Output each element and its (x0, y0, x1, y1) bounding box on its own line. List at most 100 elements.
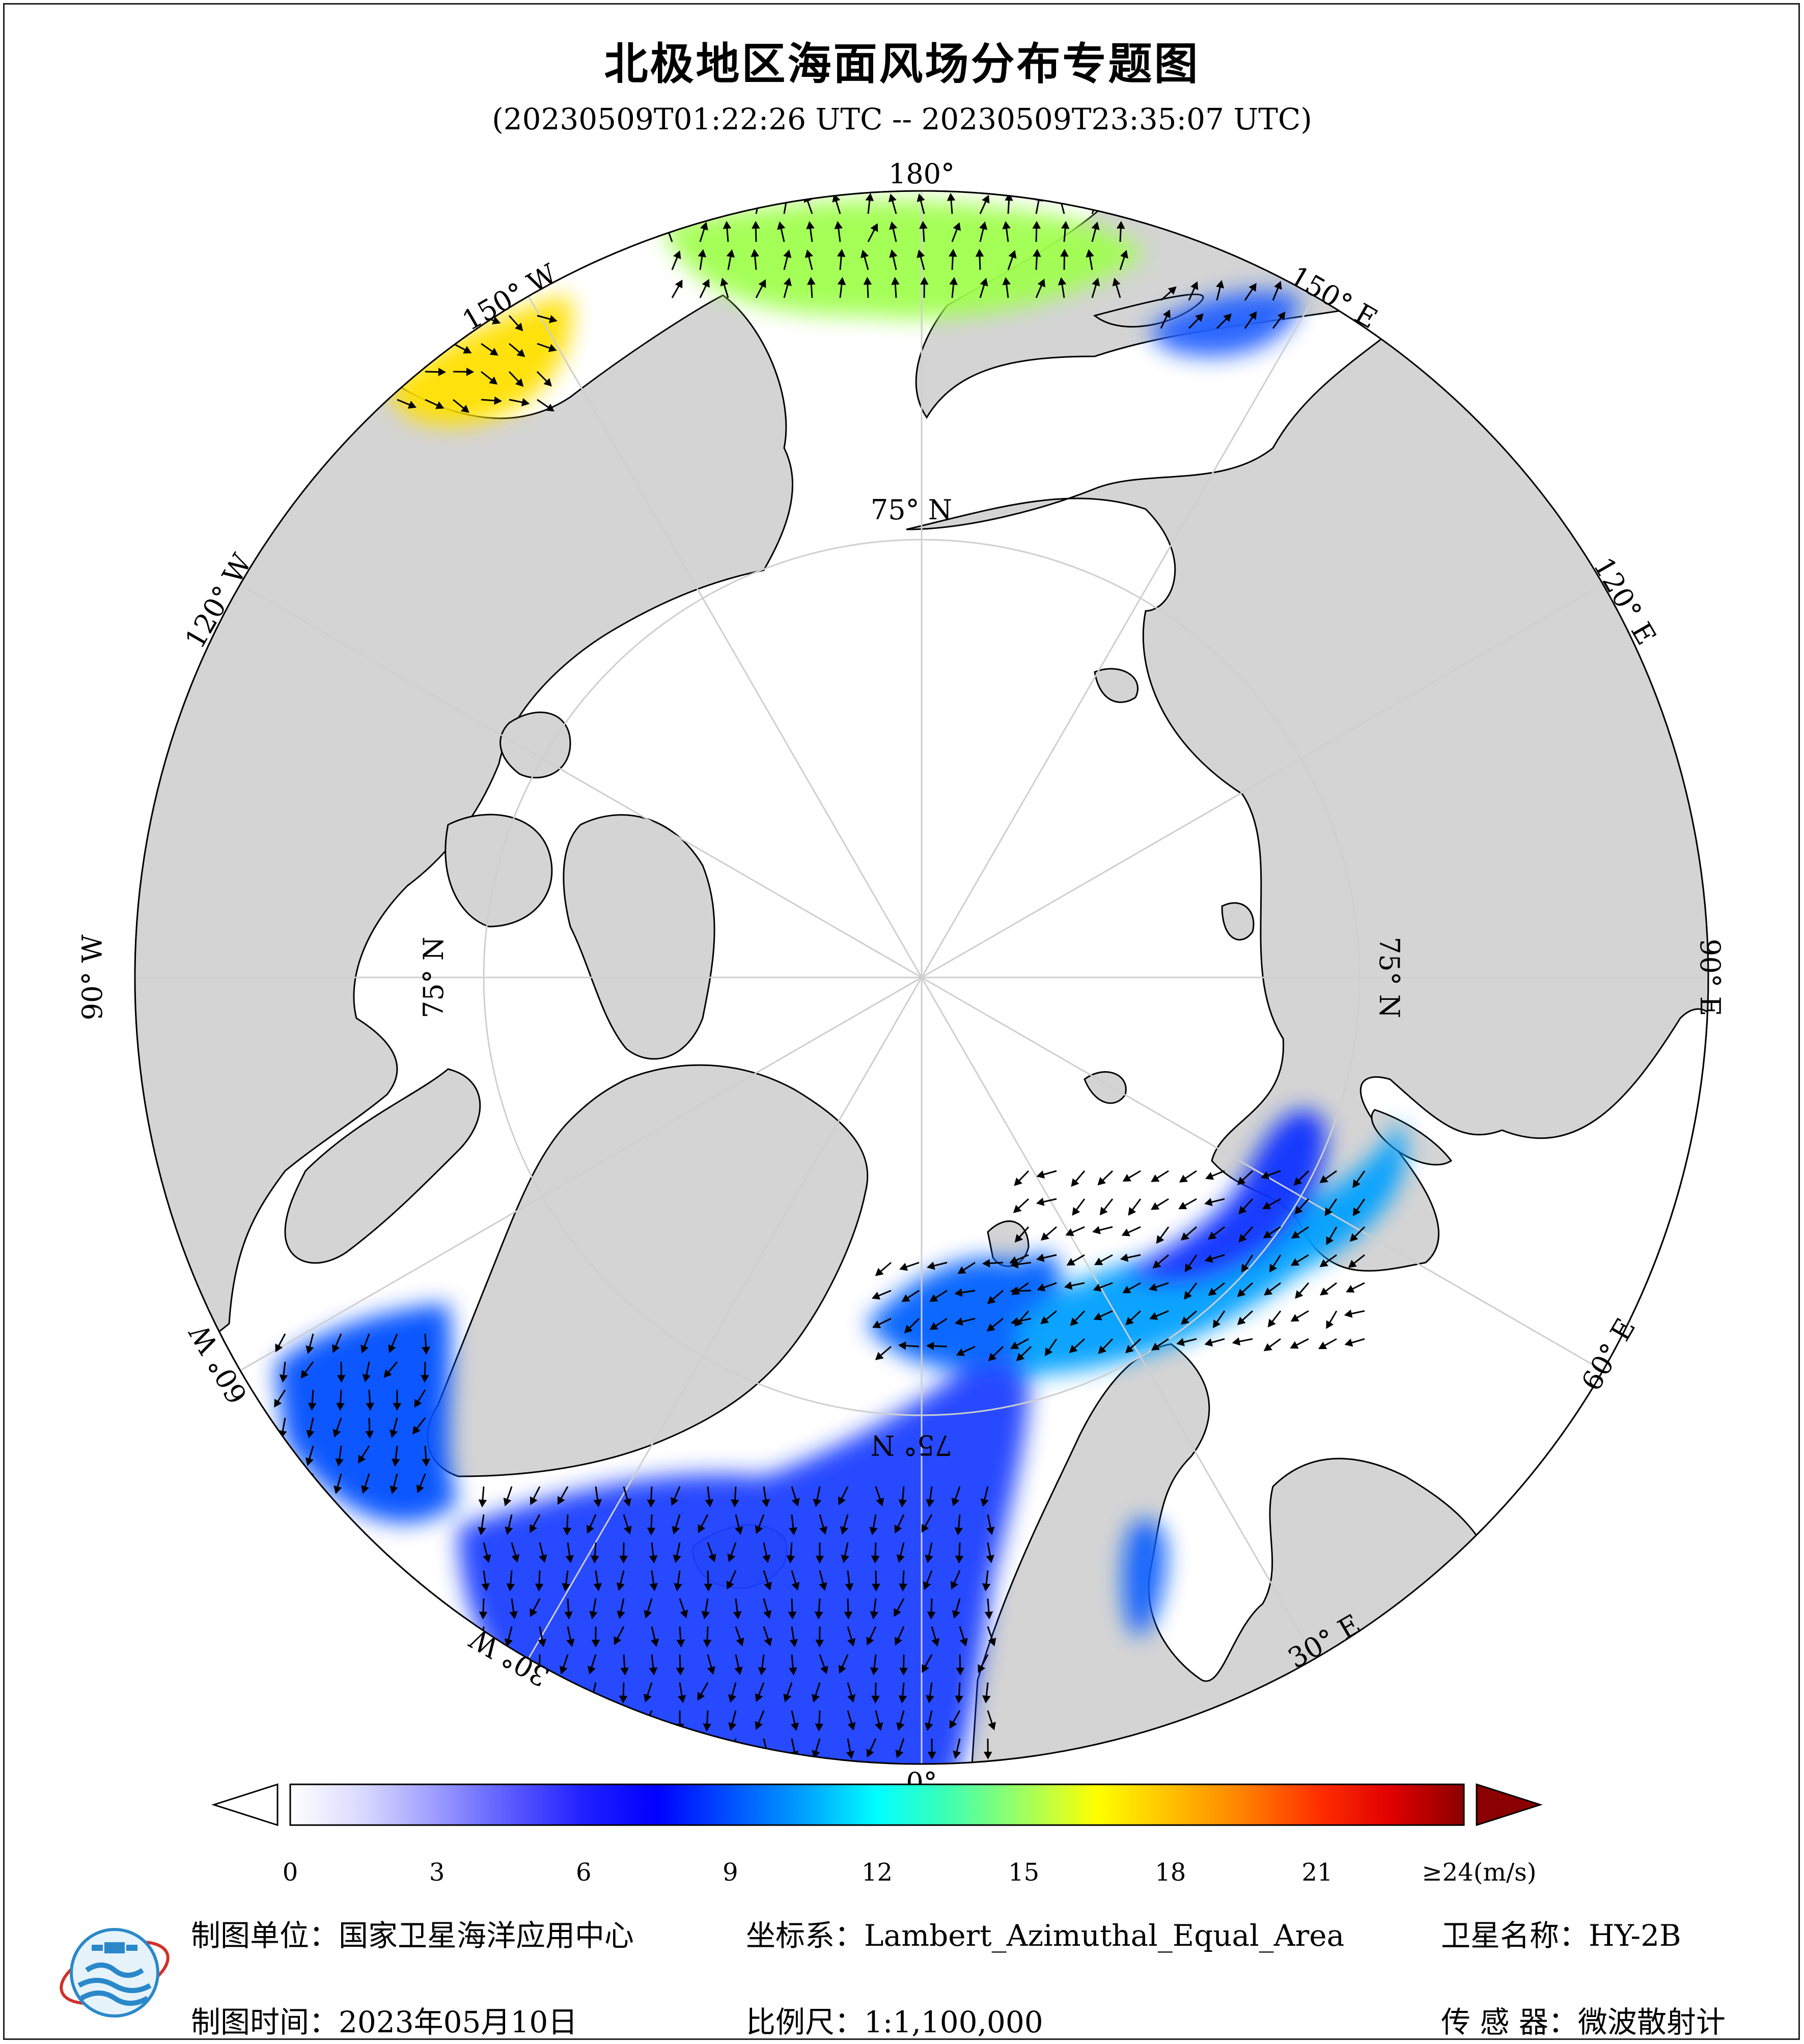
wind-arrow (642, 1738, 653, 1756)
colorbar-tick-9: 9 (723, 1858, 738, 1887)
wind-arrow-head (1092, 1226, 1101, 1235)
wind-arrow-head (1274, 281, 1282, 290)
wind-arrow-head (987, 1296, 996, 1304)
footer-sensor: 传 感 器：微波散射计 (1441, 1998, 1726, 2041)
wind-arrow-head (477, 1723, 486, 1731)
wind-arrow-head (543, 378, 552, 387)
wind-arrow-head (755, 1721, 763, 1730)
wind-arrow-head (986, 1555, 994, 1563)
wind-arrow (762, 1767, 764, 1786)
map-title: 北极地区海面风场分布专题图 (604, 39, 1200, 90)
wind-arrow-head (1168, 286, 1177, 295)
wind-arrow-head (950, 1581, 958, 1590)
wind-arrow-head (335, 1458, 344, 1467)
wind-arrow-head (650, 1638, 659, 1647)
wind-arrow-head (619, 1751, 628, 1760)
wind-arrow-head (980, 277, 988, 287)
wind-arrow-head (954, 1317, 963, 1326)
wind-arrow-head (1352, 1179, 1361, 1188)
wind-arrow-head (1290, 1258, 1300, 1266)
wind-arrow-head (847, 1694, 856, 1703)
wind-arrow (511, 1738, 516, 1758)
wind-arrow-head (538, 1639, 546, 1647)
wind-arrow-head (762, 1750, 771, 1759)
wind-arrow-head (478, 1499, 487, 1508)
wind-arrow-head (1319, 1175, 1328, 1183)
wind-arrow-head (435, 401, 445, 409)
footer-org-label: 制图单位： (191, 1918, 339, 1953)
wind-field-alaska-gulf (387, 295, 572, 426)
wind-arrow-head (506, 1723, 515, 1732)
wind-arrow-head (1181, 1316, 1189, 1325)
wind-arrow-head (407, 401, 417, 409)
wind-arrow-head (869, 1527, 878, 1535)
wind-arrow-head (393, 1403, 402, 1411)
wind-arrow-head (1212, 1319, 1221, 1328)
wind-arrow-head (949, 248, 957, 257)
wind-field-bering (662, 200, 1146, 318)
wind-arrow-head (920, 276, 929, 285)
wind-arrow (480, 1710, 485, 1730)
wind-arrow-head (1152, 1260, 1161, 1269)
wind-arrow-head (1269, 1264, 1277, 1273)
wind-arrow-head (537, 1751, 545, 1759)
wind-arrow-head (589, 1694, 597, 1703)
wind-arrow (595, 1738, 600, 1758)
wind-arrows (271, 192, 1366, 1786)
wind-arrow (512, 1767, 517, 1785)
wind-arrow-head (516, 349, 525, 357)
wind-arrow-head (509, 1611, 518, 1619)
wind-arrow-head (895, 1749, 904, 1758)
wind-arrow-head (1032, 220, 1041, 229)
nsoas-logo (60, 1928, 170, 2018)
wind-arrow-head (564, 1695, 573, 1704)
wind-arrow-head (837, 277, 846, 286)
wind-arrow-head (819, 1526, 827, 1535)
wind-arrow-head (815, 1639, 824, 1648)
wind-arrow (699, 1738, 709, 1757)
wind-arrow-head (1072, 1207, 1080, 1216)
wind-arrow-head (1293, 1177, 1302, 1186)
wind-arrow-head (840, 1526, 848, 1535)
wind-arrow-head (515, 378, 524, 387)
wind-arrow-head (755, 1525, 763, 1534)
wind-arrow-head (847, 1722, 856, 1731)
wind-arrow (848, 1767, 849, 1786)
wind-arrow-head (361, 1485, 369, 1494)
wind-arrow-head (1122, 1174, 1131, 1182)
wind-arrow-head (949, 277, 958, 286)
wind-arrow-head (275, 1484, 284, 1493)
lon-label-90e: 90° E (1694, 939, 1726, 1016)
wind-arrow-head (409, 343, 418, 351)
wind-arrow-head (299, 1481, 308, 1490)
wind-arrow-head (758, 279, 766, 288)
wind-arrow-head (593, 1751, 602, 1759)
wind-arrow-head (586, 1525, 594, 1534)
wind-arrow-head (506, 1583, 515, 1591)
wind-arrow (960, 1767, 964, 1785)
lat-label-75n-top: 75° N (871, 494, 952, 526)
wind-arrow-head (1005, 192, 1013, 201)
wind-arrow-head (1014, 1234, 1023, 1243)
wind-arrow-head (1093, 1283, 1102, 1292)
wind-arrow-head (1290, 1341, 1299, 1349)
wind-field-baltic (1123, 1519, 1167, 1636)
wind-arrow-head (559, 1778, 564, 1784)
footer-coord-value: Lambert_Azimuthal_Equal_Area (864, 1918, 1345, 1953)
wind-arrow-head (838, 1496, 846, 1505)
wind-arrow-head (726, 1581, 734, 1590)
wind-arrow-head (894, 1608, 901, 1617)
wind-arrow-head (408, 316, 417, 324)
wind-arrow-head (1205, 1172, 1214, 1180)
wind-arrow-head (1113, 193, 1121, 203)
wind-arrow (728, 1767, 736, 1784)
wind-arrow-head (1352, 1207, 1361, 1216)
wind-arrow (534, 1710, 541, 1730)
wind-arrow-head (923, 1581, 931, 1590)
wind-arrow (559, 1767, 568, 1784)
wind-arrow-head (566, 1638, 575, 1647)
wind-arrow (820, 1767, 821, 1786)
wind-arrow (643, 1767, 652, 1784)
wind-arrow-head (494, 396, 503, 405)
wind-arrow-head (812, 1750, 820, 1759)
